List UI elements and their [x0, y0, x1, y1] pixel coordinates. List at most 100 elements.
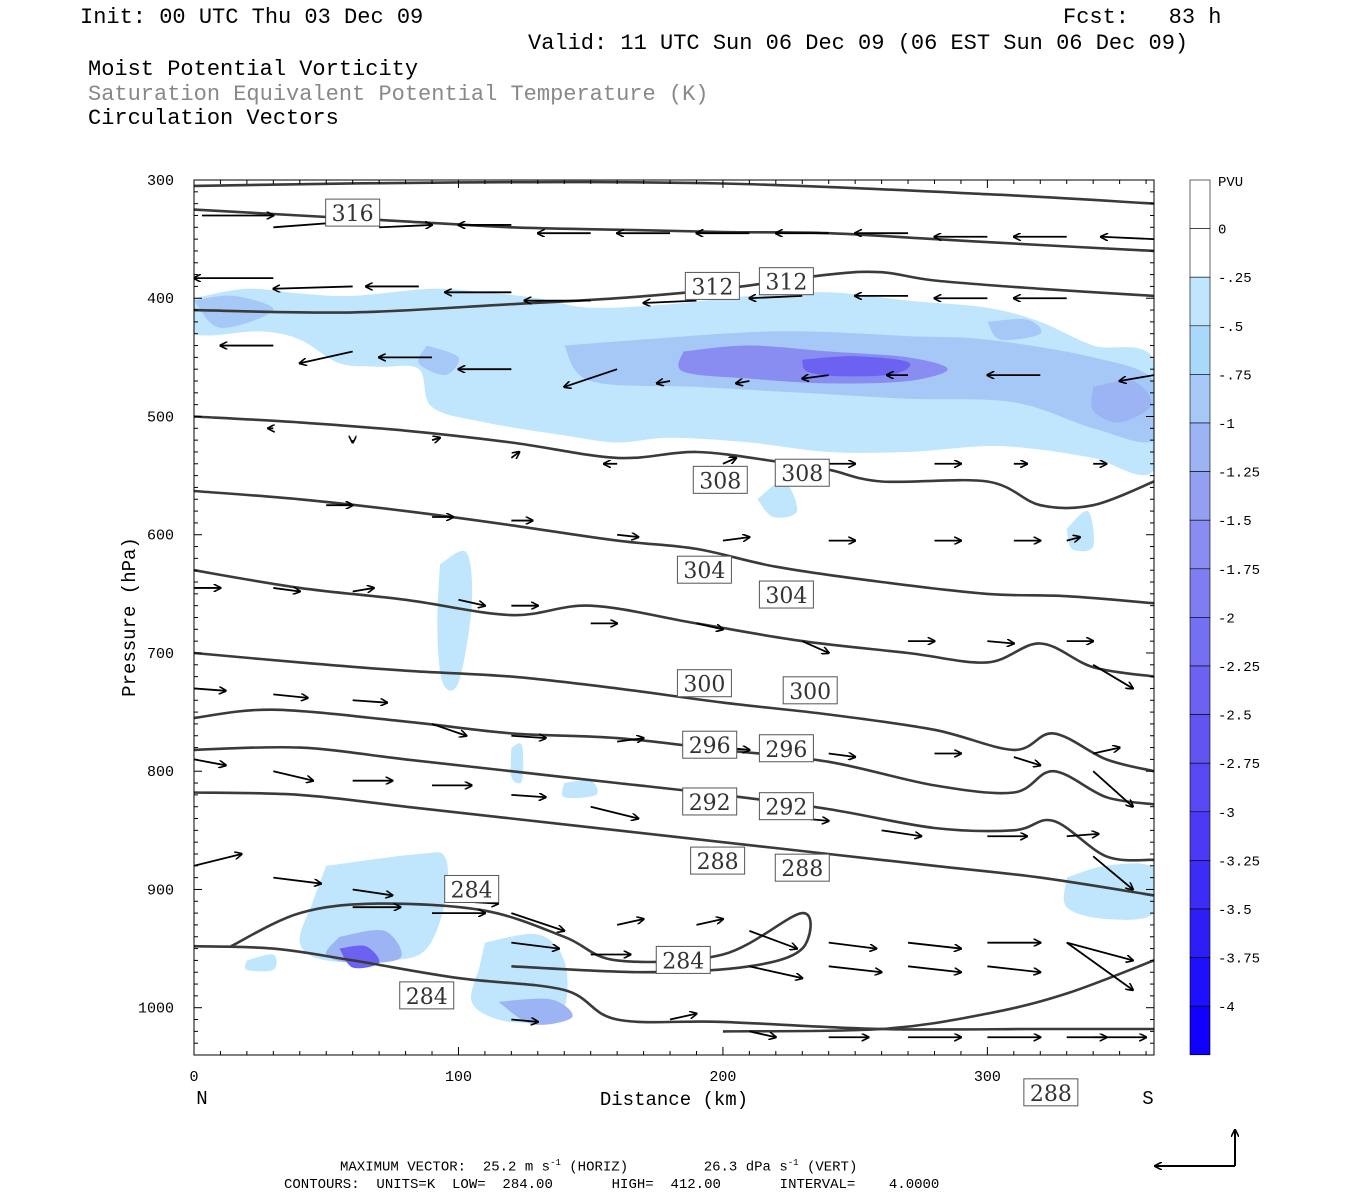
isentrope-284 [194, 944, 1154, 1031]
isentrope-288 [722, 959, 1154, 1033]
contour-label-box [758, 267, 814, 296]
circulation-vector [458, 598, 484, 606]
contour-label-288: 288 [774, 853, 830, 882]
x-axis-label: Distance (km) [600, 1089, 748, 1111]
colorbar-swatch [1189, 228, 1211, 278]
circulation-vector [1092, 855, 1133, 889]
isentrope-296 [194, 651, 1154, 773]
contour-label-text: 288 [697, 850, 739, 875]
colorbar-label: 0 [1218, 223, 1226, 239]
circulation-vector [736, 381, 750, 383]
circulation-vector [617, 738, 643, 742]
colorbar-swatch [1189, 325, 1211, 375]
pv-region-level-3 [987, 318, 1042, 341]
pv-region-level-1 [561, 780, 598, 799]
y-tick-label: 400 [147, 291, 174, 308]
vert-tag: (VERT) [806, 1159, 858, 1176]
contour-label-box [676, 555, 732, 584]
circulation-vector [1101, 237, 1154, 239]
contour-label-292: 292 [758, 792, 814, 821]
colorbar-swatch [1189, 957, 1211, 1007]
colorbar-swatch [1189, 276, 1211, 327]
contour-label-box [399, 981, 455, 1010]
x-end-label-south: S [1142, 1088, 1153, 1110]
contour-label-box [690, 846, 746, 875]
colorbar-label: -3.25 [1218, 854, 1260, 870]
contour-label-292: 292 [682, 787, 738, 816]
colorbar-swatch [1189, 471, 1211, 521]
colorbar-label: -2.25 [1218, 660, 1260, 676]
circulation-vector [749, 965, 802, 978]
circulation-vector [1066, 941, 1133, 990]
pv-region-level-1 [1066, 510, 1095, 552]
circulation-vector [801, 640, 828, 653]
contour-label-box [692, 465, 748, 494]
circulation-vector [696, 919, 722, 926]
contour-label-304: 304 [758, 580, 814, 609]
y-tick-label: 500 [147, 409, 174, 426]
colorbar-label: -1 [1218, 417, 1235, 433]
x-tick-label: 200 [709, 1069, 736, 1086]
contour-label-312: 312 [684, 271, 740, 300]
contour-label-text: 296 [689, 734, 731, 759]
axis-layer: 300 400 500 600 700 800 900 1000 0 100 200 300 [138, 173, 1154, 1086]
circulation-vector [828, 965, 882, 972]
max-vector-horiz: 25.2 m s [482, 1159, 551, 1176]
circulation-vector [194, 688, 226, 690]
circulation-vector [511, 1020, 537, 1022]
circulation-vector [749, 930, 797, 949]
contour-label-text: 312 [691, 275, 733, 300]
circulation-vector [352, 700, 387, 702]
valid-time: Valid: 11 UTC Sun 06 Dec 09 (06 EST Sun … [528, 31, 1189, 56]
circulation-vector [696, 622, 722, 629]
colorbar-label: -2 [1218, 611, 1235, 627]
contour-label-box [1023, 1078, 1079, 1107]
x-tick-label: 100 [445, 1069, 472, 1086]
contour-label-284: 284 [399, 981, 455, 1010]
pv-region-level-4 [1091, 380, 1152, 423]
circulation-vector [722, 458, 736, 465]
contour-label-text: 292 [689, 791, 731, 816]
colorbar-label: -1.25 [1218, 466, 1260, 482]
contour-label-box [782, 676, 838, 705]
vert-exponent: -1 [787, 1158, 799, 1168]
contour-label-284: 284 [655, 945, 711, 974]
y-tick-label: 700 [147, 646, 174, 663]
colorbar-swatch [1189, 714, 1211, 764]
circulation-vector [828, 941, 877, 949]
contour-label-text: 288 [1030, 1082, 1072, 1107]
contour-label-text: 304 [683, 559, 725, 584]
isentrope-304 [194, 489, 1154, 605]
circulation-vector [749, 296, 803, 298]
colorbar-label: -3 [1218, 806, 1235, 822]
circulation-vector [907, 965, 961, 972]
max-vector-label: MAXIMUM VECTOR: [340, 1159, 467, 1176]
circulation-vector [590, 805, 639, 819]
contour-label-box [774, 458, 830, 487]
contour-label-text: 308 [781, 462, 823, 487]
x-end-label-north: N [196, 1088, 207, 1110]
circulation-vector [1092, 748, 1119, 755]
colorbar: 0 -.25 -.5 -.75 -1 -1.25 -1.5 -1.75 -2 -2.25 -2.5 -… [1189, 179, 1260, 1056]
circulation-vector [616, 919, 643, 926]
circulation-vector [300, 350, 353, 363]
contour-label-text: 312 [765, 271, 807, 296]
contour-label-text: 300 [683, 673, 725, 698]
colorbar-label: -4 [1218, 1000, 1235, 1016]
contour-label-text: 296 [765, 738, 807, 763]
contour-label-box [758, 734, 814, 763]
contour-label-284: 284 [444, 874, 500, 903]
contour-label-text: 284 [406, 985, 448, 1010]
colorbar-label: -2.5 [1218, 709, 1252, 725]
contour-label-312: 312 [758, 267, 814, 296]
contour-label-316: 316 [325, 198, 381, 227]
colorbar-label: -3.75 [1218, 952, 1260, 968]
y-tick-label: 800 [147, 764, 174, 781]
colorbar-label: -1.5 [1218, 514, 1252, 530]
y-tick-label: 1000 [138, 1001, 174, 1018]
circulation-vector [564, 368, 618, 387]
circulation-vector [511, 736, 545, 738]
contour-label-box [684, 271, 740, 300]
circulation-vector [273, 876, 321, 884]
